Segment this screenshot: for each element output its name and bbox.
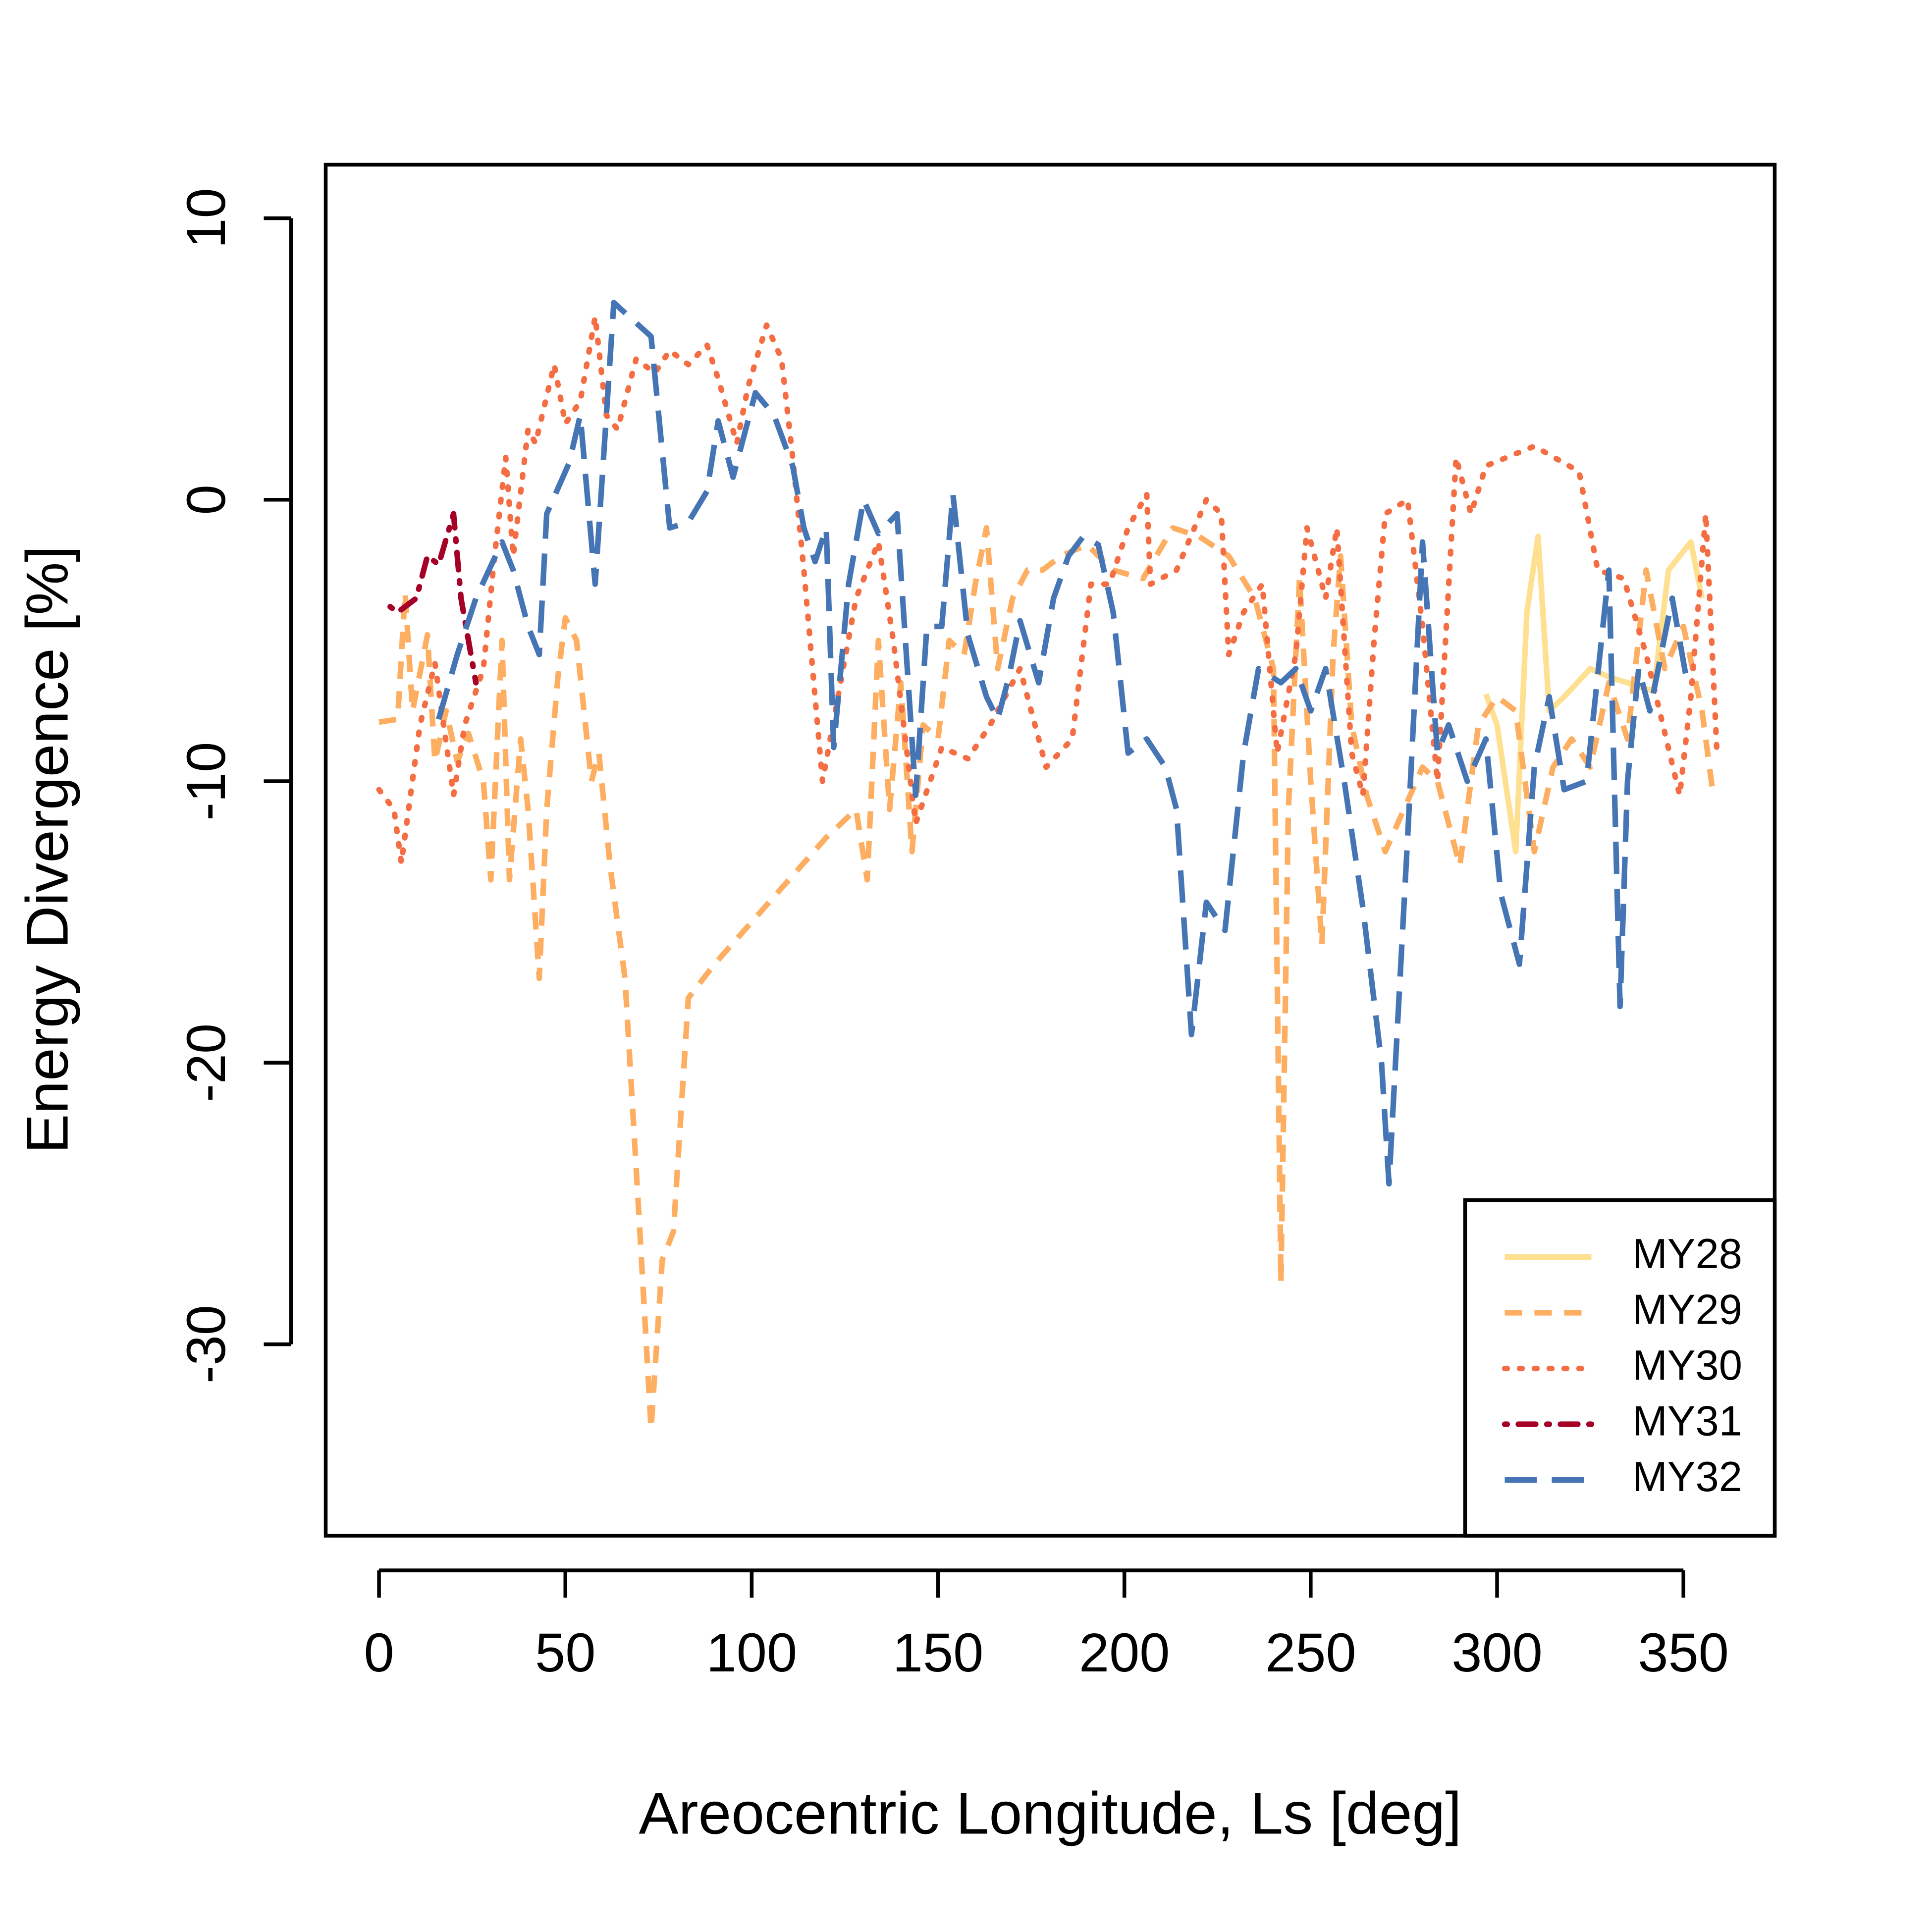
y-axis-title: Energy Divergence [%] — [14, 545, 81, 1153]
x-tick-label: 350 — [1638, 1622, 1729, 1683]
legend-label: MY29 — [1632, 1286, 1742, 1333]
y-tick-label: 0 — [176, 484, 237, 515]
series-line — [376, 314, 1720, 866]
legend-label: MY31 — [1632, 1397, 1742, 1445]
y-tick-label: -30 — [176, 1305, 237, 1384]
y-tick-label: -10 — [176, 742, 237, 821]
legend-label: MY32 — [1632, 1453, 1742, 1501]
x-tick-label: 200 — [1079, 1622, 1170, 1683]
x-tick-label: 300 — [1451, 1622, 1543, 1683]
series-line — [378, 525, 1716, 1432]
series-line — [436, 300, 1690, 1187]
plot-frame — [323, 162, 1777, 1538]
y-tick-label: -20 — [176, 1023, 237, 1102]
x-tick-label: 100 — [706, 1622, 798, 1683]
y-tick-label: 10 — [176, 188, 237, 248]
x-tick-label: 0 — [364, 1622, 394, 1683]
x-tick-label: 250 — [1265, 1622, 1356, 1683]
legend-label: MY28 — [1632, 1231, 1742, 1278]
series-line — [387, 511, 479, 686]
x-axis-title: Areocentric Longitude, Ls [deg] — [639, 1780, 1461, 1847]
x-tick-label: 150 — [893, 1622, 984, 1683]
series-line — [1483, 534, 1705, 855]
legend-label: MY30 — [1632, 1342, 1742, 1389]
x-tick-label: 50 — [535, 1622, 595, 1683]
